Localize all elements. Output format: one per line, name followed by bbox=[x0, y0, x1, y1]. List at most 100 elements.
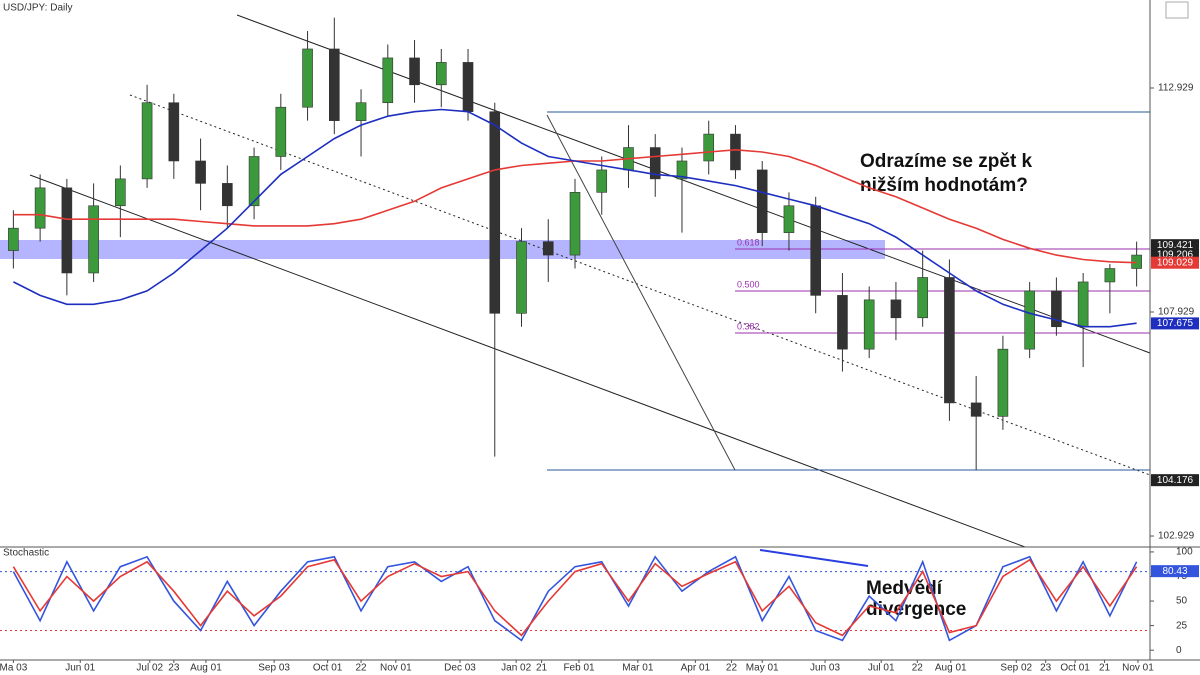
moving-average bbox=[13, 108, 1137, 328]
x-tick-label: Jun 03 bbox=[810, 663, 840, 674]
x-tick-label: Sep 03 bbox=[258, 663, 290, 674]
x-tick-label: Nov 01 bbox=[1122, 663, 1154, 674]
y-tick-label: 112.929 bbox=[1158, 83, 1194, 94]
candle-body bbox=[435, 62, 447, 86]
x-tick-label: Ma 03 bbox=[0, 663, 28, 674]
candle-body bbox=[1104, 268, 1116, 283]
chart-title: USD/JPY: Daily bbox=[3, 3, 72, 14]
candle-body bbox=[302, 48, 313, 108]
y-tick-label: 100 bbox=[1176, 547, 1193, 558]
candle-body bbox=[355, 102, 367, 121]
divergence-line bbox=[759, 549, 869, 567]
fib-label: 0.500 bbox=[737, 279, 760, 289]
candle-body bbox=[489, 111, 501, 314]
x-tick-label: Sep 02 bbox=[1000, 663, 1032, 674]
x-tick-label: Aug 01 bbox=[935, 663, 967, 674]
price-marker-label: 104.176 bbox=[1157, 475, 1194, 486]
price-marker bbox=[1151, 474, 1199, 487]
candle-body bbox=[649, 147, 661, 180]
x-tick-label: 22 bbox=[726, 663, 738, 674]
annotation: nižším hodnotám? bbox=[860, 175, 1028, 196]
x-tick-label: Jan 02 bbox=[501, 663, 531, 674]
candle-body bbox=[783, 205, 795, 233]
x-tick-label: Jun 01 bbox=[65, 663, 95, 674]
candle-body bbox=[329, 48, 340, 121]
annotation: Medvědí bbox=[866, 578, 943, 599]
x-tick-label: Oct 01 bbox=[1060, 663, 1090, 674]
price-marker bbox=[1151, 256, 1199, 269]
y-tick-label: 50 bbox=[1176, 596, 1188, 607]
stochastic-line bbox=[12, 555, 1138, 642]
candle-body bbox=[222, 183, 233, 207]
price-marker bbox=[1151, 317, 1199, 330]
candle-body bbox=[863, 299, 875, 350]
y-tick-label: 102.929 bbox=[1158, 531, 1195, 542]
candle-body bbox=[944, 277, 955, 404]
x-tick-label: 21 bbox=[1099, 663, 1111, 674]
channel-midline bbox=[129, 94, 1151, 476]
candle-body bbox=[141, 102, 153, 180]
fib-trend-line bbox=[546, 114, 736, 471]
candle-body bbox=[61, 187, 73, 274]
x-tick-label: Jul 01 bbox=[868, 663, 895, 674]
candle-body bbox=[970, 402, 982, 417]
x-tick-label: Jul 02 bbox=[136, 663, 163, 674]
x-tick-label: 22 bbox=[912, 663, 924, 674]
y-tick-label: 0 bbox=[1176, 645, 1182, 656]
candle-body bbox=[168, 102, 180, 162]
candle-body bbox=[275, 106, 287, 157]
price-marker-label: 109.421 bbox=[1157, 240, 1194, 251]
candle-body bbox=[756, 169, 768, 233]
candle-body bbox=[248, 156, 260, 207]
x-tick-label: 21 bbox=[536, 663, 548, 674]
value-marker bbox=[1151, 565, 1199, 578]
candle-body bbox=[382, 57, 394, 104]
candle-body bbox=[462, 62, 474, 112]
stochastic-title: Stochastic bbox=[3, 548, 49, 559]
x-tick-label: Oct 01 bbox=[313, 663, 343, 674]
x-tick-label: 23 bbox=[1040, 663, 1052, 674]
zone bbox=[0, 240, 885, 259]
candle-body bbox=[542, 241, 554, 256]
x-tick-label: Mar 01 bbox=[622, 663, 654, 674]
candle-body bbox=[1077, 281, 1089, 328]
candle-body bbox=[810, 205, 821, 296]
candle-body bbox=[1024, 290, 1035, 350]
candle-body bbox=[596, 169, 608, 193]
candle-body bbox=[730, 133, 741, 171]
candle-body bbox=[997, 348, 1009, 417]
candle-body bbox=[195, 160, 206, 184]
toolbar-button[interactable] bbox=[1165, 1, 1189, 19]
x-tick-label: Feb 01 bbox=[563, 663, 595, 674]
candle-body bbox=[516, 241, 527, 314]
candle-body bbox=[8, 227, 19, 251]
fib-label: 0.618 bbox=[737, 237, 760, 247]
candle-body bbox=[115, 178, 126, 207]
candle-body bbox=[837, 295, 848, 350]
candle-body bbox=[409, 57, 420, 86]
x-tick-label: Dec 03 bbox=[444, 663, 476, 674]
candle-body bbox=[917, 277, 928, 319]
x-tick-label: May 01 bbox=[746, 663, 779, 674]
candle-body bbox=[34, 187, 46, 229]
value-marker-label: 80.43 bbox=[1162, 566, 1187, 577]
x-tick-label: 22 bbox=[355, 663, 367, 674]
x-tick-label: Aug 01 bbox=[190, 663, 222, 674]
candle-body bbox=[1051, 290, 1062, 328]
candle-body bbox=[676, 160, 688, 180]
price-marker-label: 107.675 bbox=[1157, 318, 1194, 329]
candle-body bbox=[569, 192, 581, 256]
x-tick-label: Apr 01 bbox=[681, 663, 711, 674]
candle-body bbox=[890, 299, 902, 319]
price-marker-label: 109.206 bbox=[1157, 249, 1194, 260]
channel-line bbox=[29, 174, 1026, 548]
fib-label: 0.382 bbox=[737, 321, 760, 331]
candle-body bbox=[88, 205, 99, 274]
x-tick-label: Nov 01 bbox=[380, 663, 412, 674]
price-marker bbox=[1151, 239, 1199, 252]
x-tick-label: 23 bbox=[168, 663, 180, 674]
candle-body bbox=[703, 133, 715, 162]
price-marker-label: 109.029 bbox=[1157, 257, 1194, 268]
